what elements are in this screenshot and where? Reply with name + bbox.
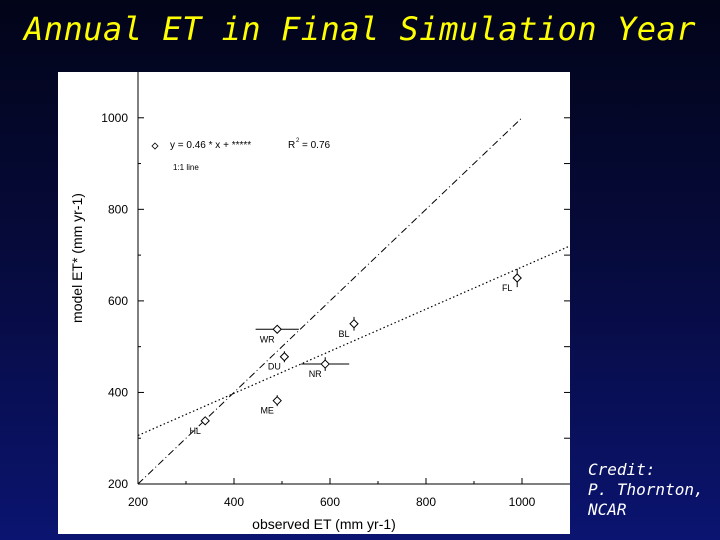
credit-line: NCAR <box>588 500 627 519</box>
data-point-nr: NR <box>301 357 350 379</box>
credit-note: Credit: P. Thornton, NCAR <box>588 460 704 520</box>
data-point-wr: WR <box>255 324 299 344</box>
point-label: FL <box>502 283 513 293</box>
point-label: WR <box>260 334 275 344</box>
identity-line <box>138 117 523 484</box>
y-tick-label: 400 <box>108 385 128 399</box>
x-tick-label: 600 <box>320 495 340 509</box>
data-point-me: ME <box>260 395 282 416</box>
x-tick-label: 1000 <box>509 495 536 509</box>
point-marker <box>200 416 210 426</box>
data-point-du: DU <box>268 351 290 372</box>
legend-fit-label: y = 0.46 * x + ***** <box>170 140 251 151</box>
legend-r2-superscript: 2 <box>296 138 300 144</box>
data-point-hl: HL <box>189 416 210 436</box>
scatter-chart: 200 400 600 800 1000 200 400 600 800 1000 observed… <box>69 72 570 532</box>
point-marker <box>272 324 282 334</box>
point-label: DU <box>268 362 281 372</box>
legend-r2-label: R <box>288 140 295 151</box>
chart-panel: 200 400 600 800 1000 200 400 600 800 1000 observed… <box>58 72 570 534</box>
slide-title: Annual ET in Final Simulation Year <box>23 10 697 48</box>
x-axis-label: observed ET (mm yr-1) <box>252 516 396 532</box>
point-marker <box>279 352 290 362</box>
y-tick-label: 1000 <box>101 111 128 125</box>
point-label: BL <box>338 329 349 339</box>
credit-line: P. Thornton, <box>588 480 704 499</box>
legend-marker <box>151 142 159 150</box>
y-tick-label: 800 <box>108 202 128 216</box>
legend-r2-value: = 0.76 <box>302 140 331 151</box>
x-tick-label: 800 <box>416 495 436 509</box>
fit-line <box>138 245 570 437</box>
point-marker <box>272 395 282 406</box>
credit-line: Credit: <box>588 460 656 479</box>
point-label: HL <box>189 426 201 436</box>
y-tick-label: 600 <box>108 294 128 308</box>
x-tick-label: 200 <box>128 495 148 509</box>
point-marker <box>349 319 359 329</box>
data-point-fl: FL <box>502 268 522 293</box>
point-label: NR <box>309 369 322 379</box>
point-marker <box>512 273 522 283</box>
data-point-bl: BL <box>338 316 359 339</box>
y-tick-label: 200 <box>108 477 128 491</box>
point-marker <box>320 359 330 369</box>
x-tick-label: 400 <box>224 495 244 509</box>
y-axis-label: model ET* (mm yr-1) <box>69 193 85 323</box>
legend-identity-label: 1:1 line <box>173 163 199 172</box>
point-label: ME <box>260 406 274 416</box>
